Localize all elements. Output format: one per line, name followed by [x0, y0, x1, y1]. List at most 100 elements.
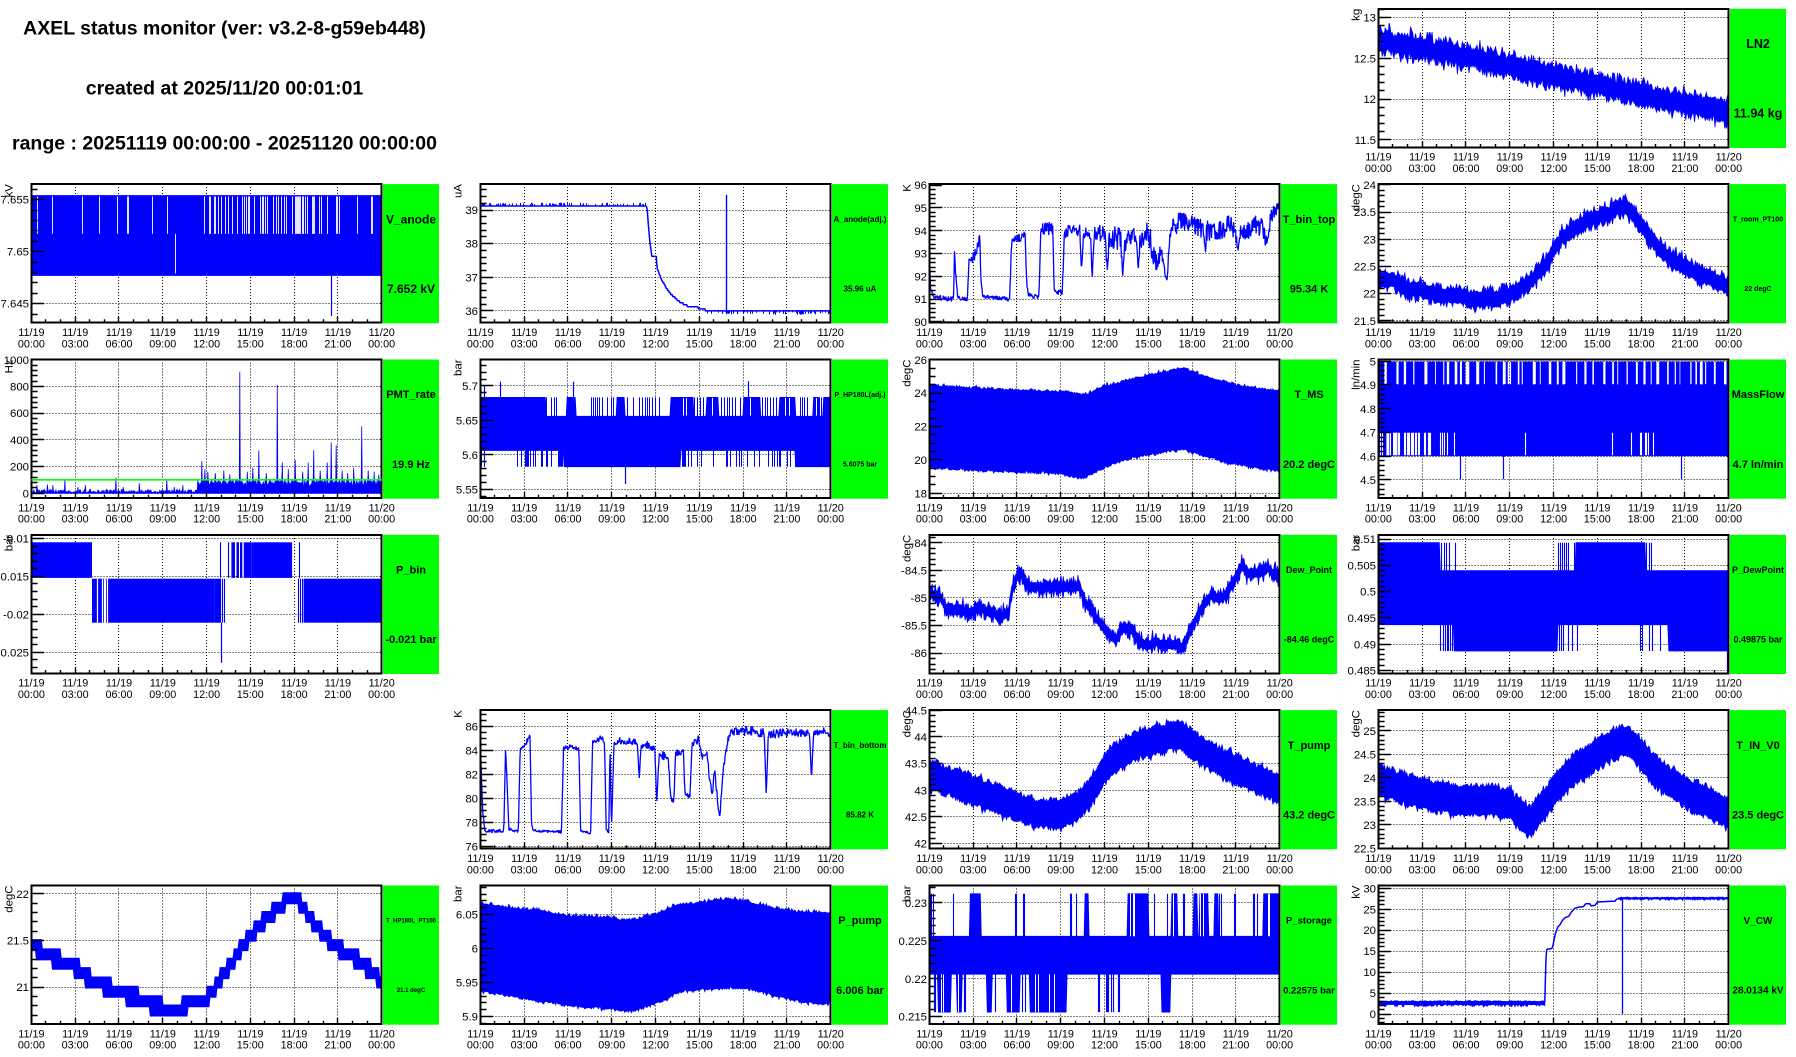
svg-text:11/19: 11/19: [1497, 853, 1523, 865]
svg-text:18: 18: [914, 488, 927, 500]
svg-text:4.7 ln/min: 4.7 ln/min: [1733, 459, 1784, 471]
svg-text:24: 24: [1363, 773, 1376, 785]
svg-text:24: 24: [914, 388, 927, 400]
svg-text:21:00: 21:00: [1671, 514, 1698, 526]
svg-text:4.9: 4.9: [1360, 380, 1376, 392]
svg-text:11/19: 11/19: [1540, 678, 1566, 690]
svg-text:15:00: 15:00: [1135, 338, 1162, 350]
svg-text:09:00: 09:00: [1047, 1040, 1074, 1052]
svg-text:09:00: 09:00: [149, 514, 176, 526]
svg-text:00:00: 00:00: [1266, 338, 1293, 350]
svg-text:11/19: 11/19: [1540, 853, 1566, 865]
svg-text:03:00: 03:00: [62, 1040, 89, 1052]
svg-text:11.94 kg: 11.94 kg: [1734, 107, 1783, 121]
svg-text:11/19: 11/19: [1497, 678, 1523, 690]
svg-text:06:00: 06:00: [1003, 1040, 1030, 1052]
svg-text:11/20: 11/20: [818, 1028, 844, 1040]
svg-text:86: 86: [465, 721, 478, 733]
svg-text:21:00: 21:00: [324, 689, 351, 701]
svg-text:11/20: 11/20: [1267, 502, 1293, 514]
svg-text:created at 2025/11/20 00:01:01: created at 2025/11/20 00:01:01: [86, 78, 364, 100]
svg-text:11/19: 11/19: [1409, 853, 1435, 865]
svg-text:09:00: 09:00: [149, 689, 176, 701]
svg-text:11/20: 11/20: [818, 853, 844, 865]
svg-text:76: 76: [465, 842, 478, 854]
svg-text:39: 39: [465, 205, 478, 217]
svg-text:21:00: 21:00: [1222, 514, 1249, 526]
svg-text:00:00: 00:00: [368, 689, 395, 701]
svg-text:11/19: 11/19: [237, 502, 263, 514]
svg-text:12:00: 12:00: [1091, 689, 1118, 701]
svg-text:78: 78: [465, 817, 478, 829]
svg-text:6.05: 6.05: [456, 910, 478, 922]
svg-text:7.645: 7.645: [0, 299, 29, 311]
svg-text:15:00: 15:00: [1584, 689, 1611, 701]
svg-text:bar: bar: [453, 359, 465, 376]
svg-text:06:00: 06:00: [1452, 163, 1479, 175]
svg-text:20.2 degC: 20.2 degC: [1283, 459, 1335, 471]
svg-text:P_storage: P_storage: [1286, 916, 1332, 927]
svg-text:-0.025: -0.025: [0, 647, 29, 659]
svg-text:0.215: 0.215: [898, 1012, 927, 1024]
svg-text:00:00: 00:00: [916, 338, 943, 350]
svg-text:21.5: 21.5: [7, 936, 29, 948]
svg-text:21: 21: [16, 982, 29, 994]
svg-text:MassFlow: MassFlow: [1732, 389, 1785, 401]
svg-text:12:00: 12:00: [1091, 514, 1118, 526]
svg-text:15:00: 15:00: [1135, 689, 1162, 701]
svg-text:12:00: 12:00: [1091, 338, 1118, 350]
svg-text:00:00: 00:00: [916, 1040, 943, 1052]
svg-text:11/19: 11/19: [150, 327, 176, 339]
svg-text:09:00: 09:00: [1496, 163, 1523, 175]
svg-text:0.5: 0.5: [1360, 587, 1376, 599]
svg-text:11/19: 11/19: [237, 1028, 263, 1040]
svg-text:11/19: 11/19: [774, 327, 800, 339]
svg-text:09:00: 09:00: [1496, 1040, 1523, 1052]
svg-text:-84.5: -84.5: [901, 566, 927, 578]
svg-text:15:00: 15:00: [237, 1040, 264, 1052]
svg-text:25: 25: [1363, 726, 1376, 738]
svg-text:21:00: 21:00: [1222, 689, 1249, 701]
svg-text:V_anode: V_anode: [386, 212, 436, 226]
svg-text:11/19: 11/19: [1584, 678, 1610, 690]
svg-text:03:00: 03:00: [960, 689, 987, 701]
svg-text:-0.021 bar: -0.021 bar: [385, 634, 437, 646]
svg-text:28.0134 kV: 28.0134 kV: [1732, 986, 1783, 997]
svg-text:82: 82: [465, 769, 478, 781]
svg-text:92: 92: [914, 271, 927, 283]
svg-text:11/20: 11/20: [1267, 1028, 1293, 1040]
svg-text:11/19: 11/19: [1004, 502, 1030, 514]
svg-text:Hz: Hz: [4, 359, 16, 373]
svg-text:11/19: 11/19: [467, 502, 493, 514]
svg-text:T_HP180L_PT100: T_HP180L_PT100: [386, 918, 437, 924]
svg-text:0.505: 0.505: [1347, 560, 1376, 572]
svg-text:18:00: 18:00: [281, 1040, 308, 1052]
svg-text:09:00: 09:00: [1496, 514, 1523, 526]
svg-text:0.49: 0.49: [1354, 639, 1376, 651]
svg-text:5.65: 5.65: [456, 416, 478, 428]
svg-text:11/19: 11/19: [193, 678, 219, 690]
svg-text:11/19: 11/19: [1091, 327, 1117, 339]
svg-text:5.6: 5.6: [462, 450, 478, 462]
svg-text:11/19: 11/19: [1672, 502, 1698, 514]
svg-text:11/19: 11/19: [1179, 1028, 1205, 1040]
svg-text:-84: -84: [911, 538, 927, 550]
svg-text:12:00: 12:00: [1091, 864, 1118, 876]
svg-text:00:00: 00:00: [1266, 864, 1293, 876]
svg-text:11/19: 11/19: [467, 853, 493, 865]
svg-text:18:00: 18:00: [281, 689, 308, 701]
svg-text:20: 20: [914, 455, 927, 467]
svg-text:00:00: 00:00: [1365, 689, 1392, 701]
svg-text:12:00: 12:00: [193, 338, 220, 350]
svg-text:-0.02: -0.02: [3, 609, 29, 621]
svg-text:11/19: 11/19: [686, 853, 712, 865]
svg-text:11/20: 11/20: [369, 327, 395, 339]
svg-text:18:00: 18:00: [730, 1040, 757, 1052]
svg-text:11/19: 11/19: [730, 853, 756, 865]
svg-text:11/19: 11/19: [1497, 152, 1523, 164]
svg-text:12:00: 12:00: [642, 338, 669, 350]
svg-text:11/19: 11/19: [1628, 1028, 1654, 1040]
svg-text:ln/min: ln/min: [1351, 360, 1363, 390]
svg-text:11/19: 11/19: [62, 502, 88, 514]
svg-text:11/19: 11/19: [1540, 152, 1566, 164]
